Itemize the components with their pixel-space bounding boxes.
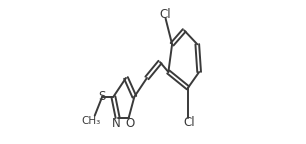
Text: N: N [112, 118, 121, 130]
Text: S: S [99, 90, 106, 103]
Text: O: O [125, 118, 135, 130]
Text: CH₃: CH₃ [82, 116, 101, 126]
Text: Cl: Cl [184, 116, 195, 129]
Text: Cl: Cl [159, 8, 171, 21]
